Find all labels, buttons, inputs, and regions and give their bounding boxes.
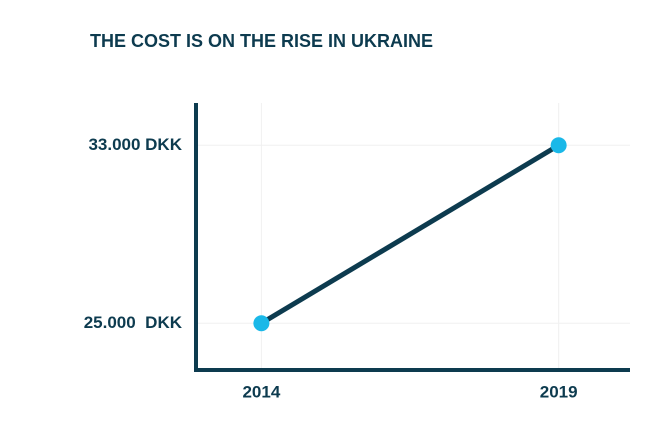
marker <box>550 137 567 154</box>
y-tick-label: 25.000 DKK <box>84 313 183 332</box>
y-tick-label: 33.000 DKK <box>88 135 182 154</box>
x-tick-label: 2014 <box>242 382 280 401</box>
line <box>260 143 560 326</box>
chart-title: THE COST IS ON THE RISE IN UKRAINE <box>90 31 433 51</box>
x-tick-label: 2019 <box>540 382 578 401</box>
marker <box>253 315 270 332</box>
